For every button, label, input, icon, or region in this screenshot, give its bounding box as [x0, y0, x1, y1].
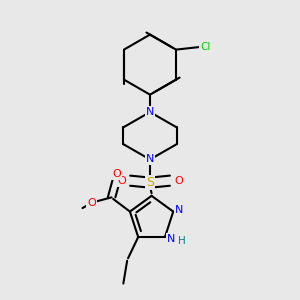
Text: H: H [178, 236, 186, 246]
Text: O: O [87, 198, 96, 208]
Text: O: O [112, 169, 121, 179]
Text: N: N [175, 205, 183, 215]
Text: N: N [146, 154, 154, 164]
Text: O: O [174, 176, 183, 186]
Text: N: N [167, 234, 175, 244]
Text: Cl: Cl [200, 42, 211, 52]
Text: S: S [146, 176, 154, 189]
Text: O: O [117, 176, 126, 186]
Text: N: N [146, 107, 154, 117]
